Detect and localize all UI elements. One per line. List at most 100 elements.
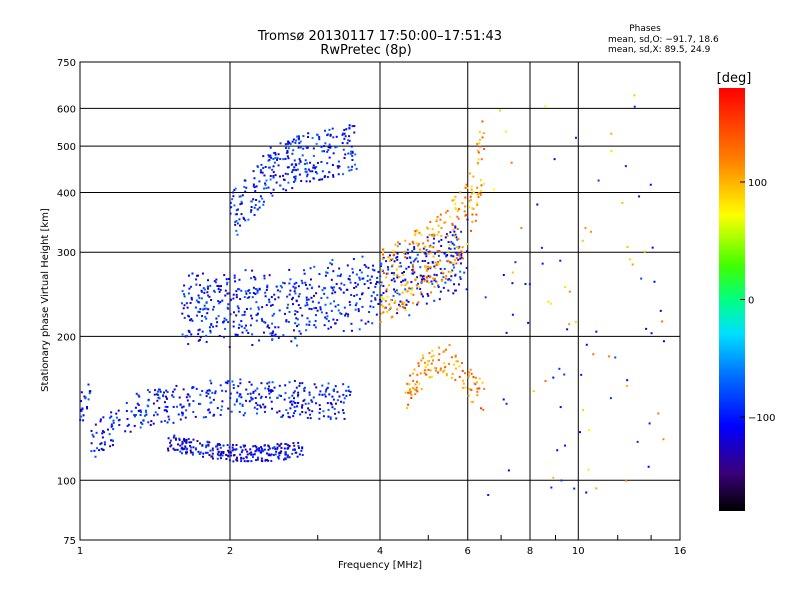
data-point bbox=[241, 331, 244, 334]
data-point bbox=[404, 391, 407, 394]
data-point bbox=[331, 292, 334, 295]
data-point bbox=[346, 288, 349, 291]
data-point bbox=[243, 460, 246, 463]
data-point bbox=[354, 308, 357, 311]
data-point bbox=[173, 434, 176, 437]
data-point bbox=[158, 407, 161, 410]
data-point bbox=[341, 133, 344, 136]
data-point bbox=[411, 263, 414, 266]
data-point bbox=[112, 428, 115, 431]
data-point bbox=[374, 297, 377, 300]
data-point bbox=[409, 261, 412, 264]
data-point bbox=[377, 302, 380, 305]
data-point bbox=[504, 130, 507, 133]
data-point bbox=[260, 457, 263, 460]
data-point bbox=[352, 258, 355, 261]
data-point bbox=[169, 439, 172, 442]
data-point bbox=[349, 390, 352, 393]
data-point bbox=[450, 275, 453, 278]
data-point bbox=[432, 242, 435, 245]
data-point bbox=[90, 442, 93, 445]
data-point bbox=[145, 413, 148, 416]
data-point bbox=[437, 359, 440, 362]
data-point bbox=[87, 383, 90, 386]
data-point bbox=[461, 246, 464, 249]
data-point bbox=[127, 423, 130, 426]
data-point bbox=[350, 322, 353, 325]
data-point bbox=[399, 300, 402, 303]
data-point bbox=[347, 313, 350, 316]
data-point bbox=[195, 283, 198, 286]
data-point bbox=[411, 240, 414, 243]
data-point bbox=[198, 452, 201, 455]
data-point bbox=[395, 256, 398, 259]
data-point bbox=[326, 150, 329, 153]
data-point bbox=[331, 395, 334, 398]
data-point bbox=[393, 288, 396, 291]
data-point bbox=[255, 446, 258, 449]
data-point bbox=[96, 447, 99, 450]
data-point bbox=[382, 284, 385, 287]
data-point bbox=[185, 409, 188, 412]
data-point bbox=[309, 170, 312, 173]
data-point bbox=[404, 284, 407, 287]
data-point bbox=[415, 284, 418, 287]
data-point bbox=[249, 210, 252, 213]
data-point bbox=[432, 237, 435, 240]
data-point bbox=[443, 350, 446, 353]
data-point bbox=[430, 355, 433, 358]
data-point bbox=[209, 331, 212, 334]
data-point bbox=[340, 288, 343, 291]
data-point bbox=[372, 264, 375, 267]
data-point bbox=[469, 199, 472, 202]
data-point bbox=[200, 291, 203, 294]
data-point bbox=[472, 376, 475, 379]
data-point bbox=[351, 165, 354, 168]
data-point bbox=[186, 314, 189, 317]
data-point bbox=[318, 138, 321, 141]
data-point bbox=[337, 173, 340, 176]
data-point bbox=[236, 222, 239, 225]
data-point bbox=[261, 319, 264, 322]
data-point bbox=[185, 451, 188, 454]
data-point bbox=[294, 163, 297, 166]
data-point bbox=[392, 277, 395, 280]
data-point bbox=[439, 259, 442, 262]
data-point bbox=[252, 291, 255, 294]
data-point bbox=[247, 218, 250, 221]
data-point bbox=[297, 295, 300, 298]
data-point bbox=[650, 332, 653, 335]
data-point bbox=[470, 400, 473, 403]
data-point bbox=[319, 306, 322, 309]
data-point bbox=[427, 281, 430, 284]
data-point bbox=[188, 395, 191, 398]
data-point bbox=[270, 459, 273, 462]
data-point bbox=[234, 333, 237, 336]
data-point bbox=[238, 323, 241, 326]
data-point bbox=[399, 261, 402, 264]
data-point bbox=[536, 203, 539, 206]
data-point bbox=[304, 304, 307, 307]
data-point bbox=[332, 389, 335, 392]
data-point bbox=[402, 306, 405, 309]
data-point bbox=[284, 457, 287, 460]
data-point bbox=[326, 386, 329, 389]
data-point bbox=[409, 287, 412, 290]
data-point bbox=[274, 174, 277, 177]
data-point bbox=[428, 233, 431, 236]
data-point bbox=[648, 422, 651, 425]
data-point bbox=[326, 176, 329, 179]
data-point bbox=[477, 151, 480, 154]
data-point bbox=[258, 200, 261, 203]
data-point bbox=[474, 376, 477, 379]
data-point bbox=[454, 226, 457, 229]
data-point bbox=[301, 447, 304, 450]
data-point bbox=[250, 453, 253, 456]
data-point bbox=[207, 294, 210, 297]
data-point bbox=[308, 283, 311, 286]
data-point bbox=[428, 250, 431, 253]
data-point bbox=[287, 415, 290, 418]
data-point bbox=[191, 272, 194, 275]
data-point bbox=[295, 300, 298, 303]
data-point bbox=[268, 392, 271, 395]
